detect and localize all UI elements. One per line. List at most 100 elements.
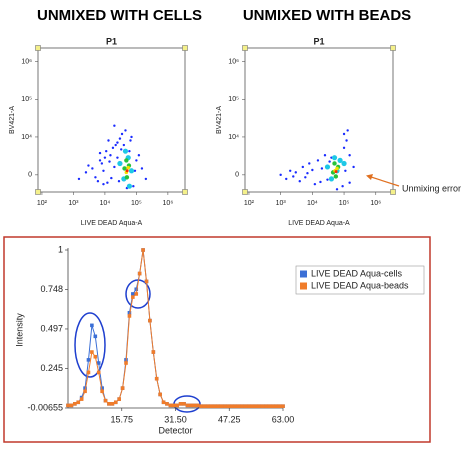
y-tick-label: 10⁶ <box>228 58 239 65</box>
y-tick-label: 10⁵ <box>21 96 32 103</box>
x-tick-label: 15.75 <box>110 414 133 424</box>
series-marker <box>171 403 176 408</box>
series-marker <box>131 292 135 296</box>
panel-border <box>3 236 431 443</box>
density-point <box>110 176 113 180</box>
density-point <box>335 166 339 171</box>
density-point <box>129 139 132 142</box>
density-point <box>313 182 317 186</box>
density-point <box>132 184 135 188</box>
density-point <box>118 137 122 140</box>
density-point <box>304 176 307 179</box>
x-tick-label: 10² <box>244 200 255 207</box>
x-tick-label: 47.25 <box>218 414 241 424</box>
series-marker <box>144 279 149 284</box>
density-point <box>324 164 331 170</box>
legend-box <box>295 265 425 295</box>
series-marker <box>69 403 74 408</box>
series-marker <box>96 370 101 375</box>
series-marker <box>161 400 166 405</box>
density-point <box>337 157 343 163</box>
series-marker <box>192 403 197 408</box>
density-point <box>320 167 324 170</box>
density-point <box>108 160 111 163</box>
density-point <box>124 158 129 163</box>
gate-handle <box>242 189 248 195</box>
gate-handle <box>35 45 41 51</box>
series-marker <box>223 404 227 408</box>
series-marker <box>202 404 207 408</box>
series-marker <box>253 404 258 408</box>
series-marker <box>281 404 285 408</box>
y-tick-label: 10⁴ <box>228 134 239 141</box>
gate-handle <box>182 189 188 195</box>
y-tick-label: 10⁶ <box>21 58 32 65</box>
density-point <box>130 135 133 139</box>
density-point <box>346 129 349 132</box>
series-marker <box>76 400 81 405</box>
density-point <box>116 141 119 144</box>
series-marker <box>195 403 200 408</box>
density-point <box>120 132 124 136</box>
density-point <box>328 160 331 163</box>
series-marker <box>86 370 91 375</box>
y-tick-label: 0.497 <box>40 323 63 333</box>
density-point <box>319 180 322 184</box>
series-marker <box>274 404 278 408</box>
plot-frame <box>244 47 394 193</box>
density-point <box>124 129 127 132</box>
x-tick-label: 10² <box>37 200 48 207</box>
gate-handle <box>242 45 248 51</box>
density-point <box>341 160 347 167</box>
density-point <box>77 177 81 181</box>
density-point <box>306 171 309 175</box>
density-point <box>103 156 107 159</box>
density-point <box>334 170 338 174</box>
plot-title: P1 <box>313 36 324 46</box>
density-point <box>91 167 94 170</box>
series-marker <box>189 403 193 408</box>
series-marker <box>127 314 132 318</box>
density-point <box>285 177 288 181</box>
series-marker <box>90 323 94 328</box>
x-axis-label: Detector <box>158 425 192 435</box>
y-tick-label: 10⁵ <box>228 96 239 103</box>
series-marker <box>250 404 255 408</box>
series-marker <box>247 404 251 408</box>
density-point <box>87 164 90 167</box>
series-marker <box>199 404 203 408</box>
series-marker <box>216 404 220 408</box>
density-point <box>117 160 123 167</box>
y-tick-label: 1 <box>58 244 63 254</box>
density-point <box>113 124 116 127</box>
series-marker <box>182 402 186 406</box>
density-point <box>332 161 337 166</box>
density-point <box>98 159 102 162</box>
density-point <box>109 154 112 157</box>
series-marker <box>226 404 231 408</box>
density-point <box>348 181 351 184</box>
density-point <box>122 148 129 154</box>
y-axis-label: BV421-A <box>9 106 16 134</box>
density-point <box>124 175 130 180</box>
series-marker <box>209 404 214 408</box>
density-point <box>128 149 131 153</box>
density-point <box>140 167 144 170</box>
density-point <box>94 176 97 179</box>
plot-frame <box>37 47 186 193</box>
series-marker <box>141 248 145 252</box>
series-marker <box>230 404 234 408</box>
series-marker <box>134 287 139 292</box>
series-marker <box>165 402 169 406</box>
density-point <box>311 168 314 172</box>
density-point <box>335 188 339 191</box>
gate-handle <box>390 189 396 195</box>
density-point <box>117 180 121 183</box>
y-tick-label: -0.00655 <box>27 402 63 412</box>
series-marker <box>66 403 70 408</box>
density-point <box>326 178 329 181</box>
x-axis-label: LIVE DEAD Aqua-A <box>288 220 350 227</box>
highlight-circle <box>74 312 106 378</box>
density-point <box>352 165 355 169</box>
series-marker <box>120 386 125 390</box>
